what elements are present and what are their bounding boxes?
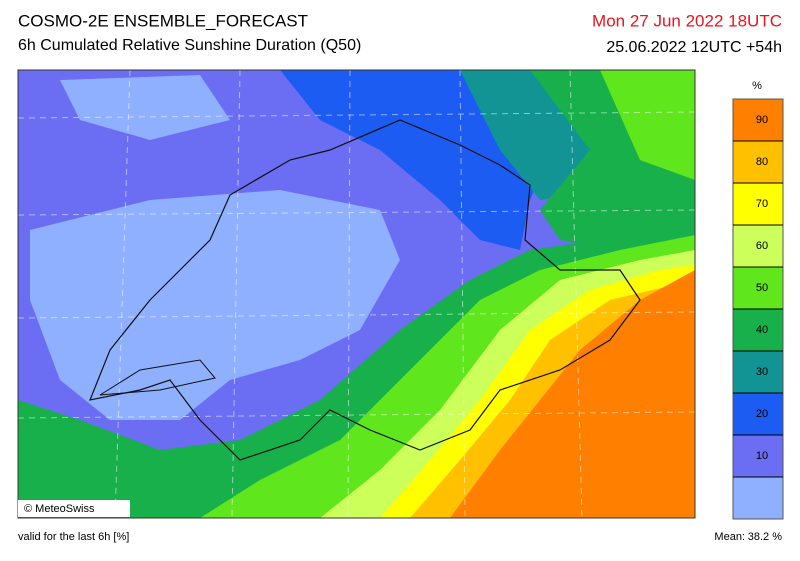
credit: © MeteoSwiss <box>24 503 95 515</box>
credit-box <box>18 500 130 517</box>
map-frame <box>17 69 696 519</box>
color-band <box>733 435 783 477</box>
subtitle: 6h Cumulated Relative Sunshine Duration … <box>18 37 361 54</box>
color-band <box>733 267 783 309</box>
run-info: 25.06.2022 12UTC +54h <box>606 39 782 56</box>
color-band <box>733 393 783 435</box>
color-band <box>733 309 783 351</box>
mean-value: 38.2 % <box>748 531 782 543</box>
graticule <box>18 70 695 518</box>
color-band <box>733 225 783 267</box>
colorbar-tick-label: 30 <box>756 366 768 378</box>
title: COSMO-2E ENSEMBLE_FORECAST <box>18 11 308 30</box>
colorbar-unit: % <box>752 80 762 92</box>
color-band <box>733 99 783 141</box>
footer-note: valid for the last 6h [%] <box>18 531 129 543</box>
valid-time: Mon 27 Jun 2022 18UTC <box>592 11 782 30</box>
color-band <box>733 141 783 183</box>
color-band <box>733 183 783 225</box>
map: © MeteoSwiss <box>17 69 696 519</box>
zone <box>450 270 695 518</box>
colorbar-tick-label: 80 <box>756 156 768 168</box>
zone <box>60 75 230 140</box>
color-band <box>733 351 783 393</box>
lake <box>99 359 216 396</box>
border <box>89 119 641 461</box>
color-band <box>733 477 783 519</box>
colorbar-tick-label: 60 <box>756 240 768 252</box>
colorbar-tick-label: 90 <box>756 114 768 126</box>
colorbar-tick-label: 40 <box>756 324 768 336</box>
colorbar: % 10 20 30 40 50 60 70 80 90 <box>732 80 784 520</box>
zone <box>600 70 695 180</box>
zone <box>30 190 400 420</box>
mean-label: Mean: <box>714 531 745 543</box>
colorbar-tick-label: 70 <box>756 198 768 210</box>
colorbar-tick-label: 10 <box>756 450 768 462</box>
colorbar-tick-label: 20 <box>756 408 768 420</box>
colorbar-tick-label: 50 <box>756 282 768 294</box>
